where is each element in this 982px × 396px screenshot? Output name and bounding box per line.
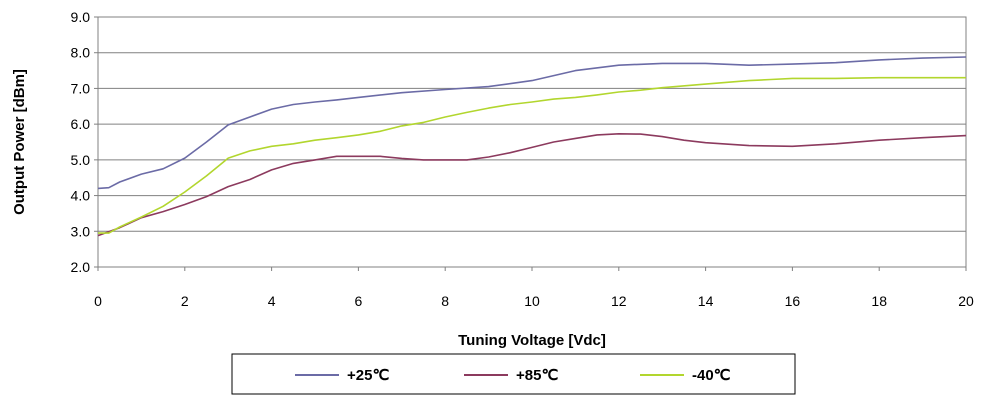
x-tick-label: 16	[785, 293, 801, 309]
y-tick-label: 3.0	[71, 223, 91, 239]
x-tick-label: 10	[524, 293, 540, 309]
y-tick-label: 4.0	[71, 188, 91, 204]
series-lines	[97, 56, 967, 237]
y-axis-title: Output Power [dBm]	[11, 69, 28, 215]
legend: +25℃ +85℃ -40℃	[231, 353, 796, 395]
x-tick-label: 4	[268, 293, 276, 309]
y-tick-label: 2.0	[71, 259, 91, 275]
y-axis-ticks: 2.0 3.0 4.0 5.0 6.0 7.0 8.0 9.0	[71, 9, 98, 275]
x-tick-label: 14	[698, 293, 714, 309]
grid	[98, 16, 966, 268]
x-axis-ticks: 0 2 4 6 8 10 12 14 16 18 20	[94, 267, 974, 309]
x-axis-title: Tuning Voltage [Vdc]	[458, 332, 606, 349]
x-tick-label: 0	[94, 293, 102, 309]
y-tick-label: 8.0	[71, 45, 91, 61]
x-tick-label: 18	[871, 293, 887, 309]
x-tick-label: 6	[355, 293, 363, 309]
y-tick-label: 6.0	[71, 116, 91, 132]
x-tick-label: 20	[958, 293, 974, 309]
legend-label-2: +85℃	[516, 367, 558, 384]
series-line-3	[98, 76, 966, 234]
legend-label-1: +25℃	[347, 367, 389, 384]
y-tick-label: 7.0	[71, 80, 91, 96]
x-tick-label: 8	[441, 293, 449, 309]
x-tick-label: 12	[611, 293, 627, 309]
y-tick-label: 5.0	[71, 152, 91, 168]
series-line-1	[97, 56, 967, 190]
series-line-2	[97, 133, 967, 237]
y-tick-label: 9.0	[71, 9, 91, 25]
x-tick-label: 2	[181, 293, 189, 309]
plot-area	[97, 16, 967, 268]
legend-label-3: -40℃	[692, 367, 731, 384]
